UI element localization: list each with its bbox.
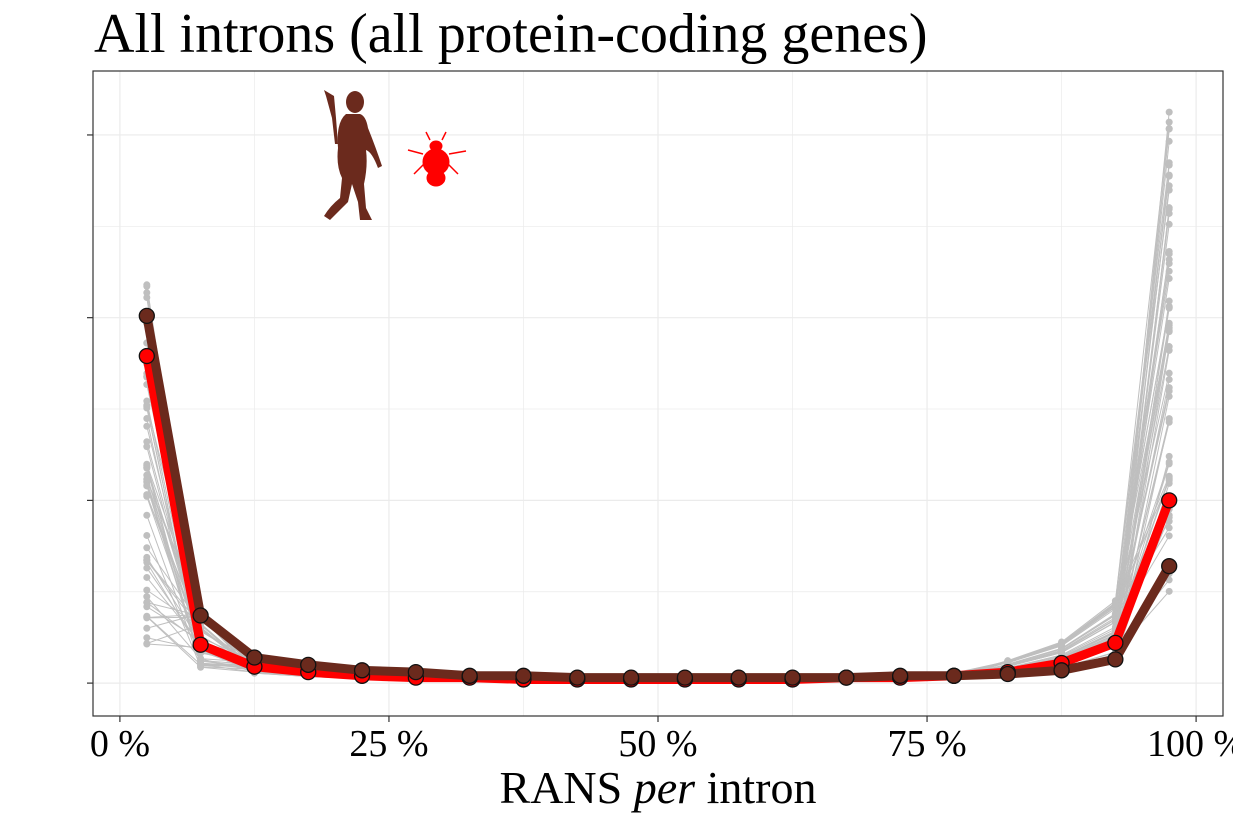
series-1-point (407, 663, 425, 681)
background-point (143, 634, 151, 642)
series-0-point (138, 347, 155, 365)
series-1-point (353, 662, 371, 679)
background-point (143, 281, 151, 289)
background-point (1165, 108, 1173, 116)
background-point (1165, 118, 1173, 126)
background-point (143, 639, 151, 647)
background-point (143, 401, 151, 409)
series-1-point (1053, 662, 1070, 679)
series-1-point (838, 669, 855, 686)
background-point (143, 460, 151, 468)
x-tick-label: 25 % (349, 723, 428, 765)
x-axis-title: RANS per intron (500, 762, 817, 813)
background-point (1165, 346, 1173, 354)
background-point (1165, 247, 1173, 255)
series-1-point (999, 665, 1016, 683)
axes: 0 % 25 % 50 % 75 % 100 % (87, 134, 1233, 765)
series-0-point (1161, 492, 1178, 509)
background-point (1165, 458, 1173, 466)
background-point (1165, 384, 1173, 392)
background-point (1111, 618, 1119, 626)
background-point (143, 531, 151, 539)
background-point (1165, 297, 1173, 305)
chart-title: All introns (all protein-coding genes) (94, 3, 928, 65)
background-point (1165, 159, 1173, 167)
background-point (1165, 137, 1173, 145)
background-point (197, 663, 205, 671)
background-point (143, 558, 151, 566)
series-1-point (1161, 558, 1178, 575)
series-1-point (622, 669, 640, 686)
x-tick-label: 100 % (1147, 723, 1233, 765)
background-point (1165, 186, 1173, 194)
background-point (143, 415, 151, 423)
background-point (143, 573, 151, 581)
x-tick-label: 50 % (618, 723, 697, 765)
background-point (143, 599, 151, 607)
series-1-point (515, 667, 532, 684)
background-point (143, 475, 151, 483)
background-point (143, 438, 151, 446)
background-point (143, 511, 151, 519)
background-point (143, 586, 151, 594)
background-point (143, 544, 151, 552)
series-1-point (300, 656, 317, 673)
series-1-point (461, 667, 478, 684)
background-point (143, 491, 151, 499)
fruit-fly-icon (407, 131, 467, 187)
background-point (1165, 587, 1173, 595)
series-1-point (891, 667, 909, 684)
background-point (1165, 369, 1173, 377)
human-silhouette-icon (324, 90, 382, 220)
background-point (1165, 452, 1173, 460)
series-1-point (784, 669, 801, 686)
background-point (1165, 476, 1173, 484)
background-point (1165, 303, 1173, 311)
background-point (1165, 416, 1173, 424)
background-point (1165, 125, 1173, 133)
series-line-1 (142, 315, 1174, 683)
background-point (143, 612, 151, 620)
series-1-point (138, 307, 155, 324)
background-point (143, 624, 151, 632)
series-1-point (569, 669, 586, 686)
series-1-point (1107, 651, 1124, 668)
background-point (143, 593, 151, 601)
background-point (1165, 171, 1173, 179)
background-point (1058, 649, 1066, 657)
series-1-point (945, 667, 963, 684)
x-tick-label: 0 % (90, 723, 150, 765)
background-point (1165, 324, 1173, 332)
x-tick-label: 75 % (887, 723, 966, 765)
series-1-point (246, 649, 263, 666)
series-0-point (1107, 634, 1124, 652)
series-1-point (192, 607, 209, 624)
background-point (1165, 524, 1173, 532)
series-0-point (192, 636, 209, 653)
series-1-point (730, 669, 747, 686)
background-point (1058, 640, 1066, 648)
background-point (1004, 658, 1012, 666)
series-1-point (676, 669, 694, 686)
background-point (1165, 532, 1173, 540)
background-point (143, 289, 151, 297)
series-layer (138, 307, 1178, 688)
background-point (143, 443, 151, 451)
background-point (1165, 517, 1173, 525)
